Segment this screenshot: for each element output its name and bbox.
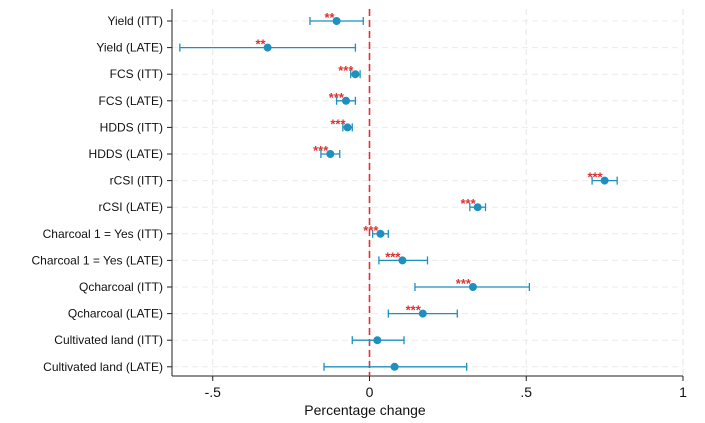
x-tick-label: 1 <box>679 384 687 400</box>
point-estimate <box>341 96 350 105</box>
significance-label: *** <box>363 223 379 238</box>
marks-layer: ********************************** <box>179 10 618 371</box>
significance-label: *** <box>329 90 345 105</box>
significance-label: *** <box>313 143 329 158</box>
point-estimate <box>390 362 399 371</box>
point-estimate <box>332 17 341 25</box>
significance-label: ** <box>324 10 335 25</box>
axis-layer: -.5 0 .5 1 Yield (ITT) Yield (LATE) FCS (ITT) F… <box>31 9 687 400</box>
significance-label: *** <box>460 196 476 211</box>
point-estimate <box>418 309 427 318</box>
y-tick-label: Charcoal 1 = Yes (ITT) <box>43 227 163 241</box>
point-estimate <box>398 256 407 265</box>
y-tick-label: rCSI (LATE) <box>99 200 163 214</box>
y-tick-label: Yield (LATE) <box>96 41 163 55</box>
y-tick-label: FCS (ITT) <box>110 67 163 81</box>
y-tick-label: Qcharcoal (LATE) <box>68 307 163 321</box>
y-tick-label: Cultivated land (LATE) <box>43 360 163 374</box>
point-estimate <box>473 203 482 212</box>
y-tick-label: HDDS (LATE) <box>89 147 163 161</box>
y-tick-label: rCSI (ITT) <box>110 174 163 188</box>
y-tick-label: Charcoal 1 = Yes (LATE) <box>31 253 163 267</box>
x-tick-label: 0 <box>366 384 374 400</box>
point-estimate <box>343 123 352 132</box>
y-tick-label: Cultivated land (ITT) <box>54 333 163 347</box>
point-estimate <box>351 70 360 79</box>
significance-label: *** <box>456 276 472 291</box>
significance-label: *** <box>338 63 354 78</box>
y-tick-label: HDDS (ITT) <box>100 120 163 134</box>
point-estimate <box>326 150 335 158</box>
significance-label: *** <box>587 170 603 185</box>
point-estimate <box>263 43 272 52</box>
significance-label: *** <box>406 303 422 318</box>
significance-label: *** <box>330 116 346 131</box>
significance-label: ** <box>255 37 266 52</box>
point-estimate <box>376 229 385 238</box>
x-tick-label: .5 <box>520 384 532 400</box>
point-estimate <box>468 283 477 291</box>
significance-label: *** <box>385 249 401 264</box>
y-tick-label: Yield (ITT) <box>107 14 163 28</box>
point-estimate <box>373 336 382 345</box>
y-tick-label: FCS (LATE) <box>99 94 163 108</box>
point-estimate <box>600 176 609 185</box>
x-axis-title: Percentage change <box>304 402 426 418</box>
x-tick-label: -.5 <box>205 384 222 400</box>
y-tick-label: Qcharcoal (ITT) <box>79 280 163 294</box>
